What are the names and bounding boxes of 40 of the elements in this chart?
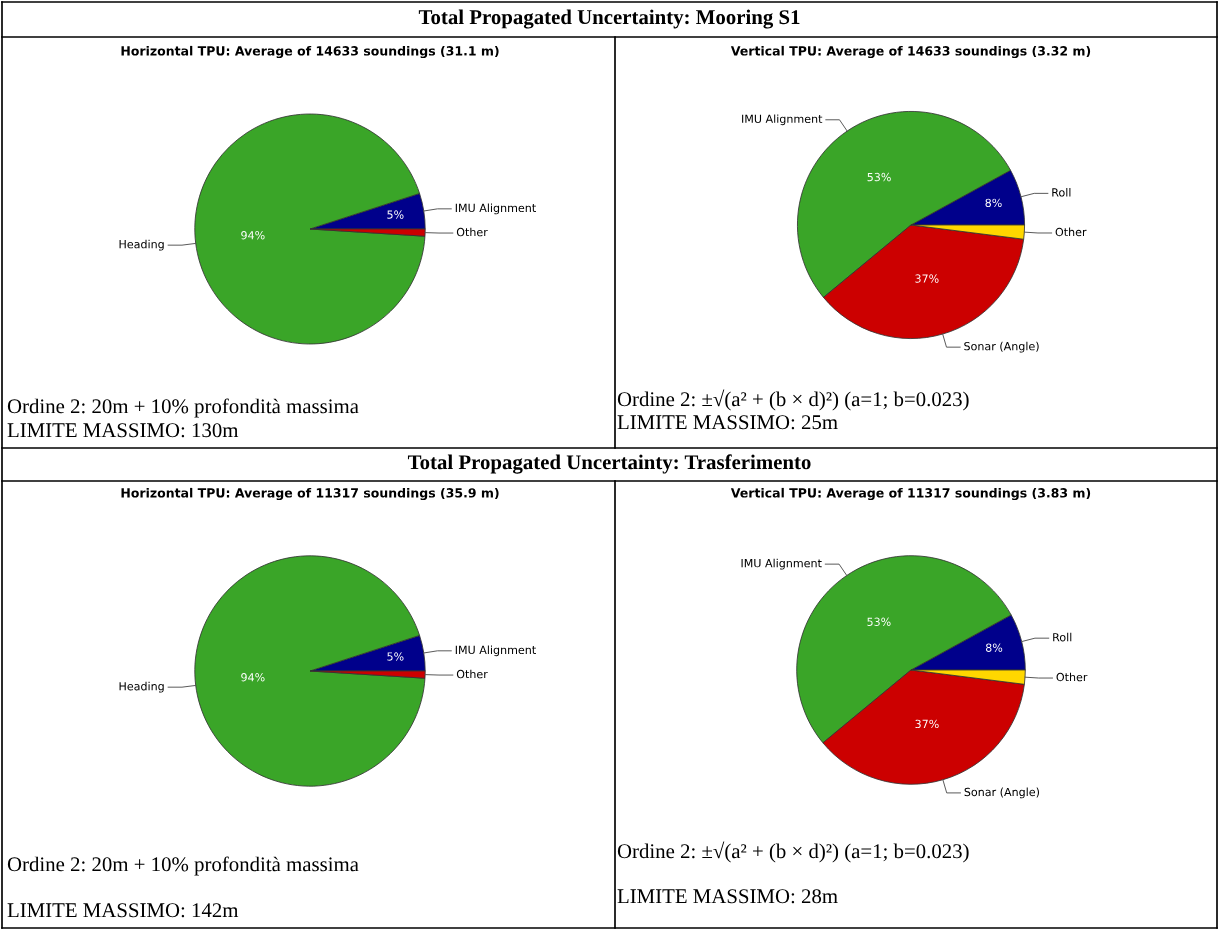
- text: LIMITE MASSIMO: 142m: [7, 903, 239, 918]
- data-label: 8%: [985, 198, 1002, 208]
- data-label: 37%: [915, 274, 939, 283]
- slice-label: Heading: [119, 239, 164, 251]
- slice-label: Other: [1056, 672, 1088, 682]
- text: LIMITE MASSIMO: 25m: [617, 415, 838, 430]
- chart-title: Horizontal TPU: Average of 11317 soundings (35.9 m): [121, 487, 499, 501]
- text: Total Propagated Uncertainty: Trasferimento: [407, 454, 811, 474]
- text: Ordine 2: 20m + 10% profondità massima: [7, 398, 359, 418]
- data-label: 37%: [915, 719, 939, 729]
- data-label: 53%: [867, 172, 891, 182]
- chart-title: Vertical TPU: Average of 11317 soundings (3.83 m): [730, 487, 1091, 501]
- data-label: 94%: [241, 231, 265, 240]
- chart-title: Horizontal TPU: Average of 14633 soundings (31.1 m): [121, 45, 499, 59]
- pie-slice: [194, 113, 426, 345]
- slice-label: IMU Alignment: [455, 645, 536, 657]
- text: LIMITE MASSIMO: 130m: [7, 423, 239, 438]
- slice-label: Heading: [119, 681, 164, 693]
- data-label: 5%: [387, 652, 404, 661]
- slice-label: Roll: [1053, 632, 1072, 642]
- text: LIMITE MASSIMO: 28m: [617, 889, 838, 904]
- text: Ordine 2: ±√(a² + (b × d)²) (a=1; b=0.023): [617, 389, 969, 411]
- slice-label: Other: [456, 227, 488, 237]
- slice-label: Sonar (Angle): [964, 787, 1039, 799]
- data-label: 94%: [241, 673, 265, 682]
- text: Ordine 2: ±√(a² + (b × d)²) (a=1; b=0.023): [617, 841, 969, 863]
- slice-label: IMU Alignment: [742, 114, 823, 126]
- chart-title: Vertical TPU: Average of 14633 soundings (3.32 m): [730, 45, 1091, 59]
- data-label: 8%: [985, 643, 1003, 652]
- slice-label: Sonar (Angle): [964, 341, 1039, 353]
- data-label: 5%: [387, 210, 404, 219]
- slice-label: IMU Alignment: [741, 558, 822, 570]
- slice-label: Other: [1055, 227, 1087, 237]
- slice-label: Roll: [1052, 187, 1071, 197]
- text: Total Propagated Uncertainty: Mooring S1: [418, 9, 800, 29]
- pie-slice: [194, 555, 426, 787]
- text: Ordine 2: 20m + 10% profondità massima: [7, 856, 359, 876]
- slice-label: Other: [456, 669, 488, 679]
- data-label: 53%: [867, 617, 891, 626]
- slice-label: IMU Alignment: [455, 203, 536, 215]
